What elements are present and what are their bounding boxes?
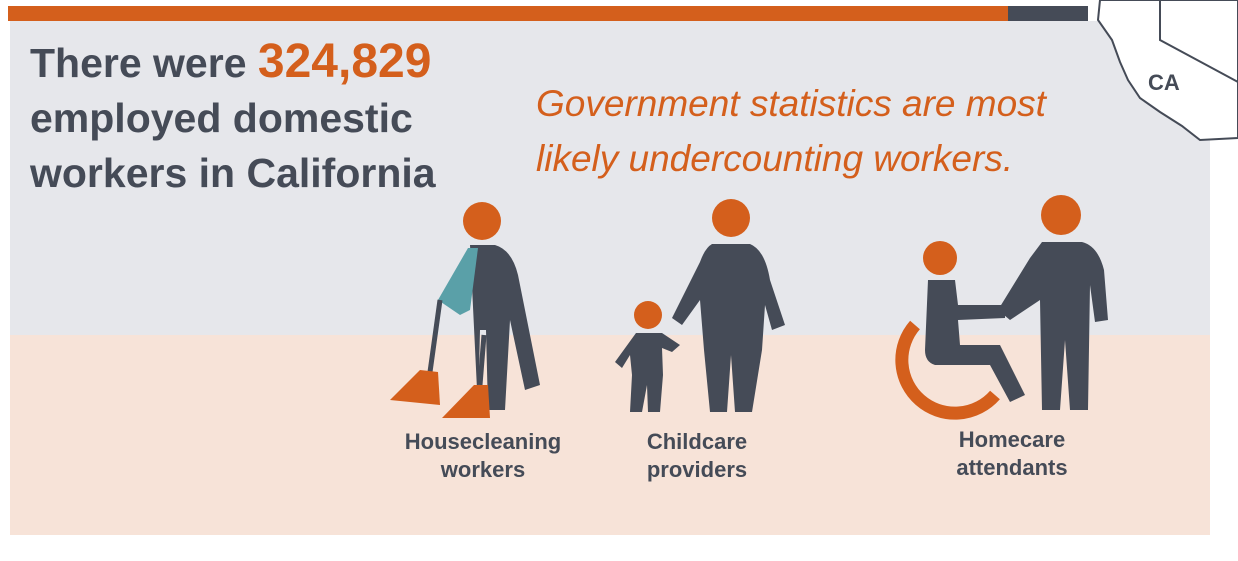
label-line: Homecare bbox=[958, 427, 1066, 452]
label-line: attendants bbox=[956, 455, 1068, 480]
headline-line: employed domestic bbox=[30, 95, 413, 141]
worker-label: Housecleaning workers bbox=[373, 428, 593, 484]
california-outline bbox=[1096, 0, 1238, 142]
headline-number: 324,829 bbox=[257, 35, 432, 88]
label-line: Housecleaning bbox=[404, 429, 562, 454]
label-line: providers bbox=[646, 457, 748, 482]
map-label: CA bbox=[1148, 70, 1180, 95]
label-line: workers bbox=[440, 457, 526, 482]
headline-line: There were 324,829 bbox=[30, 34, 436, 91]
top-bar bbox=[8, 6, 1008, 21]
subtitle-line: Government statistics are most bbox=[536, 83, 1046, 124]
top-bar-dark bbox=[1008, 6, 1088, 21]
worker-label: Homecare attendants bbox=[902, 426, 1122, 482]
headline: There were 324,829 employed domestic wor… bbox=[30, 34, 436, 201]
housecleaning-icon bbox=[390, 202, 540, 418]
headline-line: workers in California bbox=[30, 150, 436, 196]
homecare-icon bbox=[895, 195, 1108, 420]
subtitle: Government statistics are most likely un… bbox=[536, 76, 1046, 186]
worker-label: Childcare providers bbox=[587, 428, 807, 484]
upper-panel bbox=[10, 21, 1210, 335]
headline-prefix: There were bbox=[30, 40, 247, 86]
state-border bbox=[1159, 0, 1238, 83]
childcare-icon bbox=[615, 199, 785, 412]
label-line: Childcare bbox=[646, 429, 748, 454]
subtitle-line: likely undercounting workers. bbox=[536, 138, 1014, 179]
